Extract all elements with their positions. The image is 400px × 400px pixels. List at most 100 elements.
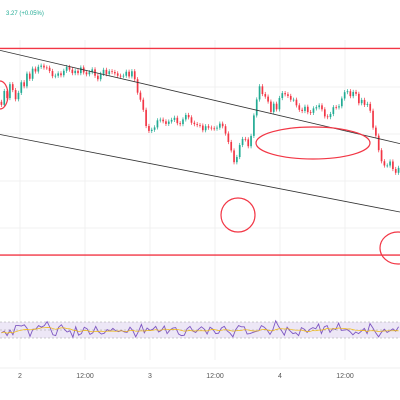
candle-body [312,108,315,113]
candle-body [346,91,349,93]
candle-body [77,70,79,74]
candle-body [250,135,252,147]
candle-body [0,101,3,105]
candle-body [224,126,227,134]
candle-body [392,161,394,170]
candle-body [207,126,210,128]
candle-body [363,99,366,105]
candle-body [326,116,329,118]
candle-body [153,127,156,130]
x-axis: 2 12:00 3 12:00 4 12:00 [0,367,400,380]
candle-body [159,119,162,121]
ticker-change-text: 3.27 (+0.05%) [6,11,44,17]
candle-body [91,69,94,73]
candle-body [54,75,57,77]
candle-body [3,90,6,105]
candle-body [358,93,360,104]
candle-body [335,107,338,109]
x-tick-label: 12:00 [76,373,94,380]
annotation-ellipse [255,126,371,160]
candle-body [193,122,196,125]
candle-body [375,127,377,136]
candle-body [57,73,60,76]
annotation-ellipse [379,231,400,265]
candle-body [26,73,28,87]
candle-body [233,150,235,163]
candle-body [315,107,318,109]
candle-body [116,73,119,76]
candle-body [125,71,128,76]
candle-body [105,69,108,75]
candle-body [258,86,261,100]
candle-body [128,71,130,77]
candle-body [196,124,199,126]
candle-body [31,68,34,79]
candle-body [148,126,150,131]
rsi-moving-average-line [1,327,399,334]
candle-body [255,99,258,116]
rsi-panel [0,319,400,339]
candle-body [264,94,267,97]
annotations [0,47,400,265]
candle-body [287,94,289,96]
candle-body [97,75,99,80]
candle-body [366,103,369,105]
candle-body [6,90,8,99]
candle-body [167,121,170,124]
candle-body [45,67,48,69]
candle-body [306,106,309,113]
candle-body [247,139,250,147]
channel-line [0,49,400,145]
candle-body [28,73,31,79]
candle-body [213,128,216,130]
candle-body [131,71,133,77]
candle-body [11,84,14,91]
candle-body [372,110,374,128]
candle-body [156,120,159,128]
candle-body [321,105,323,110]
grid [0,40,400,360]
candle-body [389,161,391,166]
candle-body [253,115,255,136]
candle-body [142,99,145,110]
candle-body [394,169,397,173]
candle-body [241,138,244,146]
candle-body [62,70,65,76]
x-tick-label: 12:00 [206,373,224,380]
candle-body [261,86,264,95]
candle-body [221,123,224,127]
candle-body [323,109,326,117]
candle-body [360,99,363,104]
candle-body [355,91,357,94]
candle-body [340,98,343,107]
candle-body [108,71,111,75]
channel-line [0,134,400,213]
candle-body [133,71,136,80]
candle-body [352,91,355,97]
candle-body [369,103,372,111]
candle-body [136,79,139,93]
candle-body [102,69,105,74]
x-tick-label: 4 [278,373,282,380]
candle-body [60,73,62,76]
candle-body [170,119,173,122]
candles [0,63,400,175]
candle-body [383,161,386,166]
candle-body [301,109,303,111]
candle-body [199,125,201,126]
candle-body [37,66,40,72]
candle-body [190,117,193,123]
candle-body [9,84,11,99]
candle-body [20,82,23,93]
candle-body [272,103,275,112]
candle-body [179,123,181,125]
candle-body [329,114,332,118]
x-tick-label: 12:00 [336,373,354,380]
candle-body [43,65,45,68]
candle-body [162,119,164,122]
candle-body [14,90,17,100]
candle-body [230,141,233,151]
annotation-ellipse [0,80,9,110]
